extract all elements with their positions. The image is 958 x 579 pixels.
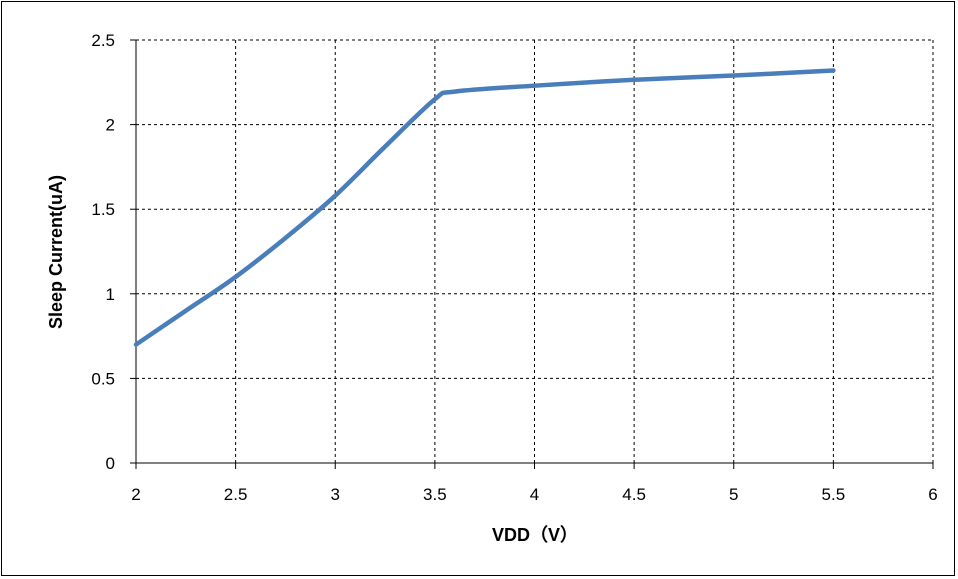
y-tick-label: 2 [106, 116, 115, 135]
x-tick-label: 3.5 [423, 485, 447, 504]
y-tick-label: 1.5 [91, 200, 115, 219]
x-axis-label: VDD（V） [492, 525, 578, 545]
y-axis-label: Sleep Current(uA) [46, 175, 66, 329]
x-tick-label: 2 [131, 485, 140, 504]
x-tick-label: 6 [928, 485, 937, 504]
x-tick-label: 2.5 [224, 485, 248, 504]
x-tick-label: 3 [331, 485, 340, 504]
y-tick-label: 2.5 [91, 31, 115, 50]
sleep-current-series-line [133, 68, 836, 347]
x-tick-label: 5.5 [822, 485, 846, 504]
x-tick-label: 4 [530, 485, 539, 504]
tick-labels: 2 2.5 3 3.5 4 4.5 5 5.5 6 0 0.5 1 1.5 2 2.5 [91, 31, 937, 504]
grid-lines [136, 39, 934, 463]
y-tick-label: 1 [106, 285, 115, 304]
x-tick-label: 5 [729, 485, 738, 504]
x-tick-label: 4.5 [622, 485, 646, 504]
y-tick-label: 0.5 [91, 369, 115, 388]
series-layer [133, 68, 836, 347]
y-tick-label: 0 [106, 454, 115, 473]
axes [130, 39, 934, 469]
